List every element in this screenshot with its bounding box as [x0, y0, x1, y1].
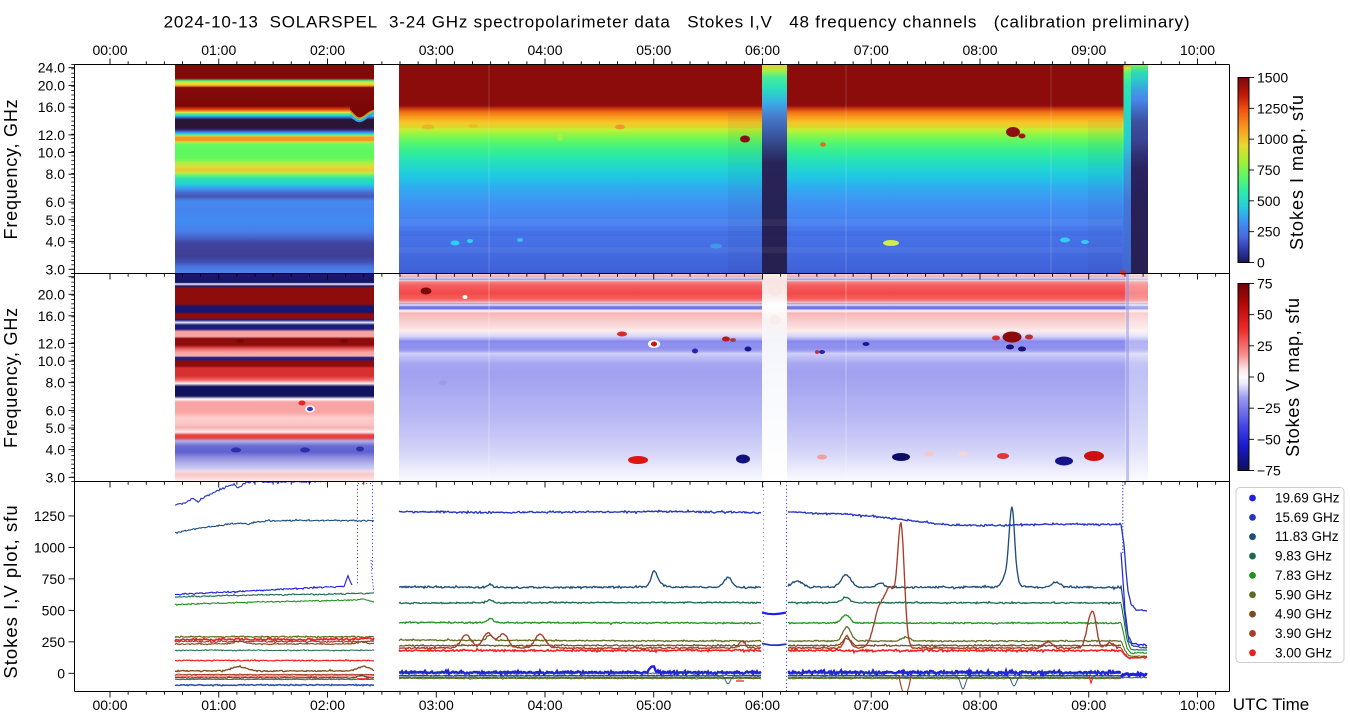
svg-text:3.00 GHz: 3.00 GHz — [1275, 645, 1332, 660]
svg-text:250: 250 — [42, 634, 66, 650]
svg-text:5.0: 5.0 — [46, 420, 66, 436]
svg-text:10.0: 10.0 — [38, 145, 65, 161]
svg-text:00:00: 00:00 — [92, 42, 127, 58]
svg-text:0: 0 — [1257, 255, 1265, 271]
svg-text:08:00: 08:00 — [962, 42, 997, 58]
svg-text:5.0: 5.0 — [46, 212, 66, 228]
svg-text:02:00: 02:00 — [310, 42, 345, 58]
svg-text:04:00: 04:00 — [527, 42, 562, 58]
svg-text:06:00: 06:00 — [745, 42, 780, 58]
svg-text:750: 750 — [1257, 162, 1281, 178]
svg-text:12.0: 12.0 — [38, 127, 65, 143]
svg-text:3.0: 3.0 — [46, 261, 66, 277]
svg-text:Frequency, GHz: Frequency, GHz — [1, 307, 21, 448]
svg-text:Stokes I map, sfu: Stokes I map, sfu — [1287, 94, 1307, 250]
svg-text:Frequency, GHz: Frequency, GHz — [1, 99, 21, 240]
svg-text:09:00: 09:00 — [1071, 42, 1106, 58]
svg-text:250: 250 — [1257, 224, 1281, 240]
svg-text:7.83 GHz: 7.83 GHz — [1275, 568, 1332, 583]
svg-text:24.0: 24.0 — [38, 60, 65, 76]
svg-text:20.0: 20.0 — [38, 286, 65, 302]
svg-text:01:00: 01:00 — [201, 697, 236, 713]
svg-text:50: 50 — [1257, 307, 1273, 323]
svg-text:16.0: 16.0 — [38, 308, 65, 324]
svg-text:05:00: 05:00 — [636, 697, 671, 713]
svg-text:750: 750 — [42, 571, 66, 587]
svg-text:0: 0 — [57, 665, 65, 681]
svg-text:500: 500 — [42, 602, 66, 618]
svg-text:02:00: 02:00 — [310, 697, 345, 713]
svg-text:0: 0 — [1257, 369, 1265, 385]
svg-text:−50: −50 — [1257, 431, 1281, 447]
svg-text:1500: 1500 — [1257, 70, 1288, 86]
svg-text:10:00: 10:00 — [1180, 42, 1215, 58]
svg-text:3.0: 3.0 — [46, 469, 66, 485]
svg-text:UTC Time: UTC Time — [1233, 695, 1310, 714]
svg-text:03:00: 03:00 — [419, 697, 454, 713]
svg-text:04:00: 04:00 — [527, 697, 562, 713]
svg-text:500: 500 — [1257, 193, 1281, 209]
svg-text:05:00: 05:00 — [636, 42, 671, 58]
svg-text:08:00: 08:00 — [962, 697, 997, 713]
svg-text:03:00: 03:00 — [419, 42, 454, 58]
svg-text:−75: −75 — [1257, 463, 1281, 479]
svg-text:1250: 1250 — [1257, 100, 1288, 116]
svg-text:9.83 GHz: 9.83 GHz — [1275, 549, 1332, 564]
svg-text:8.0: 8.0 — [46, 166, 66, 182]
svg-text:75: 75 — [1257, 276, 1273, 292]
svg-text:01:00: 01:00 — [201, 42, 236, 58]
svg-text:06:00: 06:00 — [745, 697, 780, 713]
svg-text:1250: 1250 — [34, 508, 65, 524]
svg-text:1000: 1000 — [34, 539, 65, 555]
svg-text:8.0: 8.0 — [46, 375, 66, 391]
svg-text:25: 25 — [1257, 338, 1273, 354]
svg-text:00:00: 00:00 — [92, 697, 127, 713]
svg-text:4.90 GHz: 4.90 GHz — [1275, 607, 1332, 622]
svg-text:−25: −25 — [1257, 400, 1281, 416]
svg-text:1000: 1000 — [1257, 131, 1288, 147]
svg-text:Stokes V map, sfu: Stokes V map, sfu — [1283, 297, 1303, 457]
svg-text:Stokes I,V plot, sfu: Stokes I,V plot, sfu — [0, 504, 21, 678]
svg-text:11.83 GHz: 11.83 GHz — [1275, 529, 1339, 544]
svg-text:4.0: 4.0 — [46, 442, 66, 458]
svg-text:3.90 GHz: 3.90 GHz — [1275, 626, 1332, 641]
svg-text:19.69 GHz: 19.69 GHz — [1275, 491, 1340, 506]
svg-text:20.0: 20.0 — [38, 77, 65, 93]
svg-text:4.0: 4.0 — [46, 233, 66, 249]
svg-text:2024-10-13 SOLARSPEL 3-24 GH: 2024-10-13 SOLARSPEL 3-24 GHz spectropol… — [164, 13, 1191, 32]
svg-text:15.69 GHz: 15.69 GHz — [1275, 510, 1340, 525]
svg-text:16.0: 16.0 — [38, 99, 65, 115]
svg-text:5.90 GHz: 5.90 GHz — [1275, 587, 1332, 602]
svg-text:10.0: 10.0 — [38, 353, 65, 369]
svg-text:07:00: 07:00 — [854, 42, 889, 58]
svg-text:07:00: 07:00 — [854, 697, 889, 713]
svg-text:10:00: 10:00 — [1180, 697, 1215, 713]
svg-text:6.0: 6.0 — [46, 402, 66, 418]
svg-text:12.0: 12.0 — [38, 336, 65, 352]
svg-text:6.0: 6.0 — [46, 194, 66, 210]
svg-text:09:00: 09:00 — [1071, 697, 1106, 713]
